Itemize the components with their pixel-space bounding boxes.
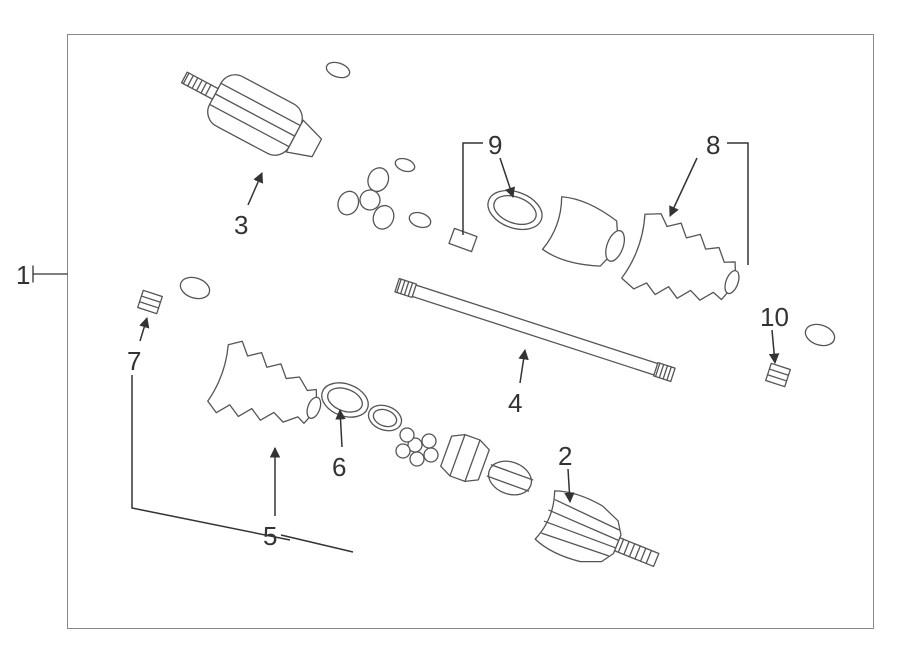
callout-label-5: 5 — [263, 521, 277, 552]
callout-label-7: 7 — [127, 346, 141, 377]
callout-label-6: 6 — [332, 452, 346, 483]
callout-label-8: 8 — [706, 130, 720, 161]
callout-label-10: 10 — [760, 302, 789, 333]
callout-label-1: 1 — [16, 260, 30, 291]
diagram-canvas: 1 3 9 8 10 7 5 6 4 2 — [0, 0, 900, 661]
callout-label-2: 2 — [558, 441, 572, 472]
callout-label-3: 3 — [234, 210, 248, 241]
callout-label-9: 9 — [488, 130, 502, 161]
callout-label-4: 4 — [508, 388, 522, 419]
